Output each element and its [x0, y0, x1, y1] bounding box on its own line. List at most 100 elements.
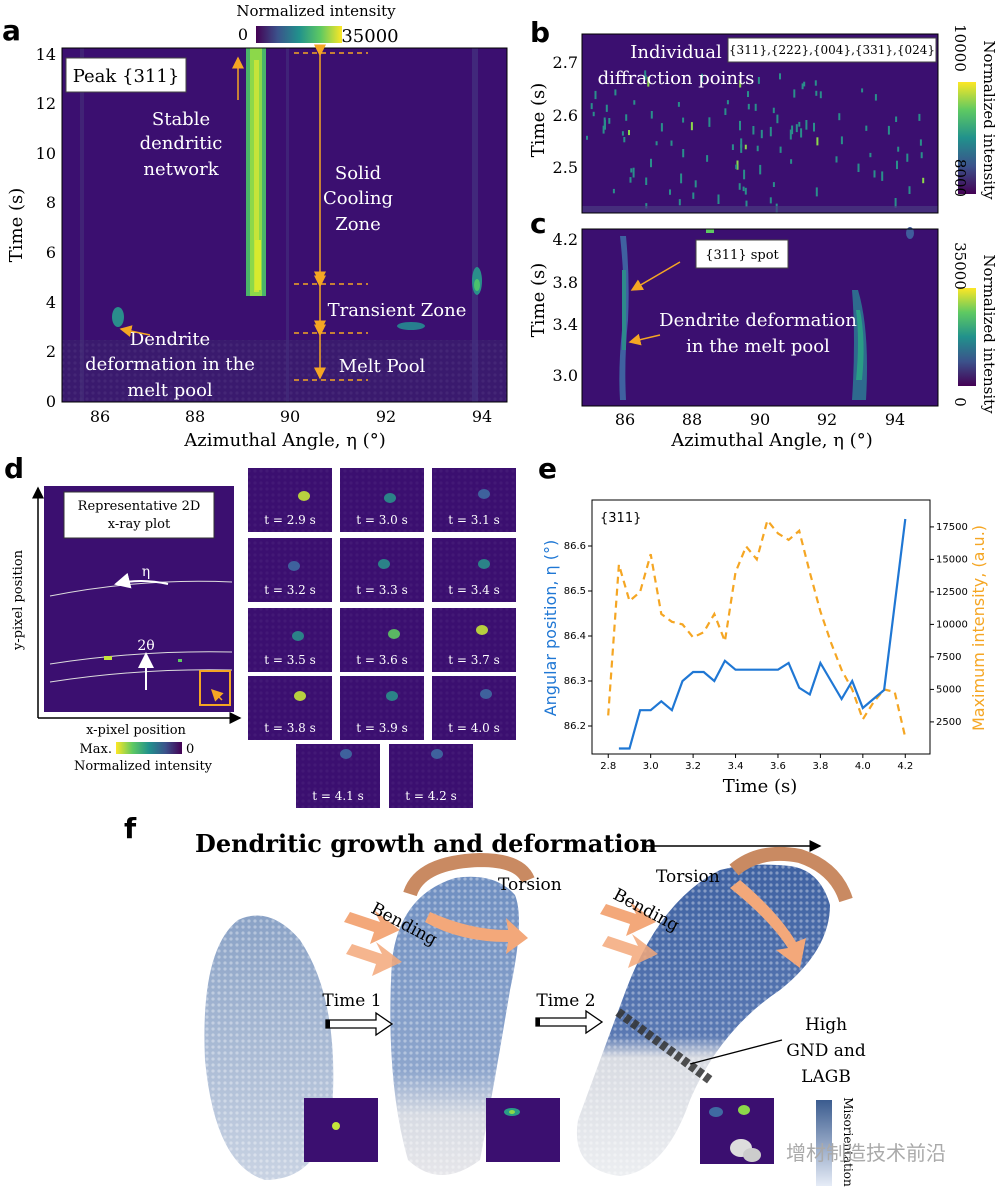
frame-spot [378, 559, 390, 569]
panel-e-xlabel: Time (s) [723, 776, 798, 797]
diffraction-point [590, 103, 593, 110]
panel-c-spot-label: {311} spot [705, 248, 779, 263]
diffraction-point [800, 128, 803, 138]
svg-text:94: 94 [472, 407, 492, 426]
panel-b-label-box [727, 37, 937, 63]
diffraction-point [769, 197, 772, 204]
panel-c-annotation-2: in the melt pool [686, 336, 830, 357]
diffraction-point [680, 173, 683, 184]
diffraction-point [813, 122, 815, 132]
diffraction-point [920, 152, 923, 159]
panel-c-cb-min: 0 [951, 397, 969, 407]
dendrite-3 [576, 864, 830, 1176]
panel-c-colorbar [958, 288, 976, 386]
x-tick-label: 4.0 [855, 761, 871, 772]
diffraction-point [873, 170, 876, 178]
diffraction-point [754, 103, 757, 111]
diffraction-point [708, 117, 711, 127]
panel-b-heatmap [582, 34, 938, 213]
diffraction-point [747, 103, 750, 110]
svg-text:melt pool: melt pool [127, 380, 213, 401]
diffraction-point [625, 114, 628, 121]
panel-f-torsion-curve-2 [729, 846, 853, 903]
diffraction-point [906, 153, 909, 162]
panel-a-letter: a [2, 14, 21, 47]
panel-f-torsion-curve-1 [403, 852, 535, 897]
frame-spot [292, 631, 304, 641]
diffraction-point [726, 100, 729, 105]
panel-f-torsion-arrow-2 [730, 880, 806, 968]
x-tick-label: 3.8 [812, 761, 828, 772]
svg-text:0: 0 [46, 392, 56, 411]
panel-d-eta: η [142, 564, 150, 580]
panel-d-zoom-box [199, 670, 231, 706]
panel-c-letter: c [530, 207, 547, 240]
panel-a-heatmap [62, 48, 507, 402]
frame-time-label: t = 3.3 s [356, 583, 408, 597]
diffraction-point [605, 104, 608, 112]
panel-f-bending-arrows-1 [344, 910, 402, 976]
diffraction-point [745, 200, 748, 208]
panel-d-frame-grid: t = 2.9 s t = 3.0 s t = 3.1 s t = 3.2 s t = … [248, 468, 516, 808]
diffraction-point [735, 164, 738, 170]
panel-b-yticks: 2.5 2.6 2.7 [553, 53, 578, 177]
diffraction-point [922, 177, 925, 184]
panel-a-zone-markers [119, 44, 368, 381]
diffraction-point [769, 126, 772, 137]
panel-f-time1-arrow [325, 1011, 394, 1037]
diffraction-point [744, 144, 747, 150]
panel-f-bending-arrows-2 [600, 902, 658, 968]
panel-b-frame [581, 33, 939, 214]
svg-text:network: network [143, 159, 219, 180]
diffraction-point [628, 130, 630, 136]
diffraction-point [840, 136, 843, 145]
svg-text:2.6: 2.6 [553, 106, 578, 125]
right-tick-label: 7500 [936, 652, 961, 663]
diffraction-point [816, 137, 819, 146]
panel-c-spot-arrow [630, 261, 681, 291]
frame-thumbnail: t = 3.3 s [340, 538, 424, 602]
panel-e-letter: e [538, 452, 557, 485]
panel-c-cb-max: 35000 [951, 242, 969, 290]
diffraction-point [586, 135, 588, 140]
panel-a-ylabel: Time (s) [6, 188, 27, 263]
wechat-icon [730, 1139, 761, 1162]
panel-d-xlabel: x-pixel position [86, 723, 186, 738]
diffraction-point [819, 91, 822, 99]
panel-f-inset-3 [700, 1098, 774, 1164]
frame-spot [388, 629, 400, 639]
frame-time-label: t = 3.6 s [356, 653, 408, 667]
panel-a-xlabel: Azimuthal Angle, η (°) [183, 430, 385, 451]
panel-b-colorbar [958, 82, 976, 194]
diffraction-point [861, 88, 864, 93]
left-tick-label: 86.2 [564, 721, 586, 732]
svg-text:Transient Zone: Transient Zone [328, 300, 467, 321]
panel-d-spot-2 [178, 659, 182, 662]
diffraction-point [793, 89, 796, 98]
dendrite-1 [204, 915, 334, 1180]
panel-d-letter: d [4, 452, 24, 485]
diffraction-point [857, 163, 860, 172]
panel-b-annotation-2: diffraction points [598, 68, 755, 89]
panel-a-annotations: Stable dendritic network Solid Cooling Z… [85, 109, 466, 401]
diffraction-point [669, 189, 671, 195]
frame-thumbnail: t = 4.1 s [296, 744, 380, 808]
diffraction-point [805, 120, 808, 130]
diffraction-point [772, 107, 775, 114]
frame-spot [340, 749, 352, 759]
panel-f-cb-title: Misorientation [841, 1097, 855, 1187]
panel-a-yticks: 0 2 4 6 8 10 12 14 [36, 45, 56, 411]
panel-d-cb-max: Max. [79, 742, 112, 757]
x-tick-label: 3.6 [770, 761, 786, 772]
frame-thumbnail: t = 4.0 s [432, 676, 516, 740]
diffraction-point [801, 83, 804, 90]
frame-spot [431, 749, 443, 759]
diffraction-point [592, 111, 595, 117]
frame-thumbnail: t = 3.4 s [432, 538, 516, 602]
diffraction-point [881, 171, 884, 181]
panel-d-zoom-arrow [210, 688, 224, 702]
svg-text:3.0: 3.0 [553, 366, 578, 385]
diffraction-point [874, 94, 877, 101]
diffraction-point [644, 70, 647, 81]
svg-text:3.8: 3.8 [553, 273, 578, 292]
